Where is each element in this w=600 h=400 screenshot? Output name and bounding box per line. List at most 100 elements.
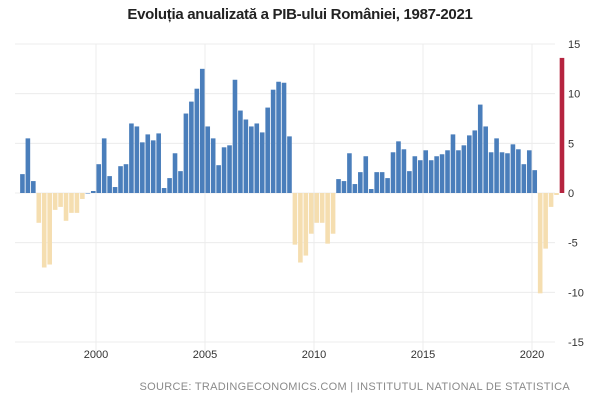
source-note: SOURCE: TRADINGECONOMICS.COM | INSTITUTU… (139, 381, 570, 393)
bar-2020Q2 (537, 193, 543, 294)
bar-2011Q4 (352, 184, 358, 193)
bar-1999Q4 (90, 191, 96, 193)
bar-2001Q3 (129, 123, 134, 193)
bar-2010Q3 (325, 193, 330, 244)
bar-2018Q2 (494, 138, 499, 193)
bar-1997Q4 (47, 193, 52, 265)
bar-1996Q4 (25, 138, 31, 193)
bar-2007Q2 (254, 123, 260, 193)
bar-2002Q2 (145, 134, 151, 193)
bar-2010Q1 (314, 193, 320, 223)
bar-2016Q3 (456, 150, 461, 193)
bar-2005Q1 (205, 126, 211, 193)
y-tick-label: -15 (568, 337, 584, 349)
bar-2007Q4 (265, 107, 270, 193)
bar-1997Q3 (41, 193, 47, 268)
bar-2020Q4 (548, 193, 554, 207)
bar-2021Q2 (559, 57, 565, 194)
bar-2011Q2 (341, 181, 347, 193)
bar-2019Q3 (521, 164, 527, 193)
bar-1998Q3 (63, 193, 69, 221)
bar-2005Q3 (216, 165, 221, 193)
bar-1997Q2 (36, 193, 42, 223)
x-tick-label: 2015 (411, 349, 435, 361)
bar-2013Q4 (396, 141, 401, 193)
bar-2011Q3 (347, 153, 352, 193)
bar-2007Q3 (259, 132, 265, 193)
bar-2000Q2 (101, 138, 107, 193)
bar-2006Q4 (243, 119, 249, 193)
y-tick-label: 10 (568, 89, 580, 101)
x-tick-label: 2000 (84, 349, 108, 361)
bar-2007Q1 (249, 126, 254, 193)
bar-1998Q4 (69, 193, 74, 213)
bar-2015Q4 (439, 154, 445, 193)
bar-2013Q1 (379, 172, 385, 193)
bar-2020Q3 (543, 193, 548, 249)
bar-2019Q4 (526, 150, 532, 193)
bar-2015Q1 (423, 150, 429, 193)
bar-1998Q1 (52, 193, 58, 210)
bar-2006Q1 (227, 145, 232, 193)
bar-2002Q1 (140, 142, 145, 193)
bar-2001Q2 (123, 164, 129, 193)
y-tick-label: -5 (568, 238, 578, 250)
x-tick-label: 2010 (302, 349, 326, 361)
y-tick-label: 15 (568, 39, 580, 51)
bar-2011Q1 (336, 179, 341, 193)
bar-2002Q3 (150, 140, 156, 193)
bar-2001Q1 (118, 166, 123, 193)
bar-2014Q2 (407, 171, 412, 193)
bar-2000Q3 (107, 176, 112, 193)
bar-2009Q1 (292, 193, 298, 245)
bar-2017Q4 (483, 126, 488, 193)
bar-2004Q3 (194, 88, 200, 193)
bar-1999Q1 (74, 193, 80, 213)
bar-2008Q3 (281, 82, 287, 193)
chart-title: Evoluția anualizată a PIB-ului României,… (127, 6, 473, 23)
bar-2017Q3 (477, 104, 483, 193)
bar-2000Q1 (96, 164, 102, 193)
bar-2012Q2 (363, 156, 369, 193)
bar-2006Q2 (232, 79, 238, 193)
bar-2009Q2 (298, 193, 303, 263)
y-tick-label: 0 (568, 188, 574, 200)
y-tick-label: -10 (568, 287, 584, 299)
bar-2012Q3 (368, 189, 374, 193)
bar-2019Q1 (510, 144, 516, 193)
bar-2014Q4 (417, 160, 423, 193)
bar-2010Q2 (319, 193, 325, 223)
bar-2003Q2 (167, 178, 172, 193)
bar-1997Q1 (31, 181, 36, 193)
bar-2009Q4 (308, 193, 314, 234)
bar-2001Q4 (134, 126, 140, 193)
bar-2005Q4 (221, 147, 227, 193)
x-tick-label: 2020 (520, 349, 544, 361)
bar-2018Q3 (499, 152, 505, 193)
bar-2016Q4 (461, 145, 467, 193)
x-tick-label: 2005 (193, 349, 217, 361)
bar-2009Q3 (303, 193, 309, 256)
bar-2008Q1 (270, 89, 276, 193)
bar-2016Q1 (445, 150, 450, 193)
bar-2016Q2 (450, 134, 456, 193)
bar-2012Q4 (374, 172, 379, 193)
bar-2008Q2 (276, 81, 281, 193)
bar-2021Q1 (554, 193, 559, 195)
bar-2004Q4 (199, 68, 205, 193)
bar-1999Q2 (80, 193, 85, 199)
bar-2004Q1 (183, 113, 189, 193)
bar-1999Q3 (85, 193, 91, 194)
bar-2010Q4 (330, 193, 336, 234)
bar-2005Q2 (210, 138, 216, 193)
bar-2017Q1 (467, 135, 472, 193)
bar-2018Q4 (505, 153, 510, 193)
bar-2002Q4 (156, 133, 161, 193)
bar-2020Q1 (532, 170, 538, 193)
bar-2006Q3 (238, 110, 243, 193)
bar-2000Q4 (112, 187, 118, 193)
bar-2014Q3 (412, 156, 418, 193)
y-tick-label: 5 (568, 138, 574, 150)
bar-2003Q3 (172, 153, 178, 193)
